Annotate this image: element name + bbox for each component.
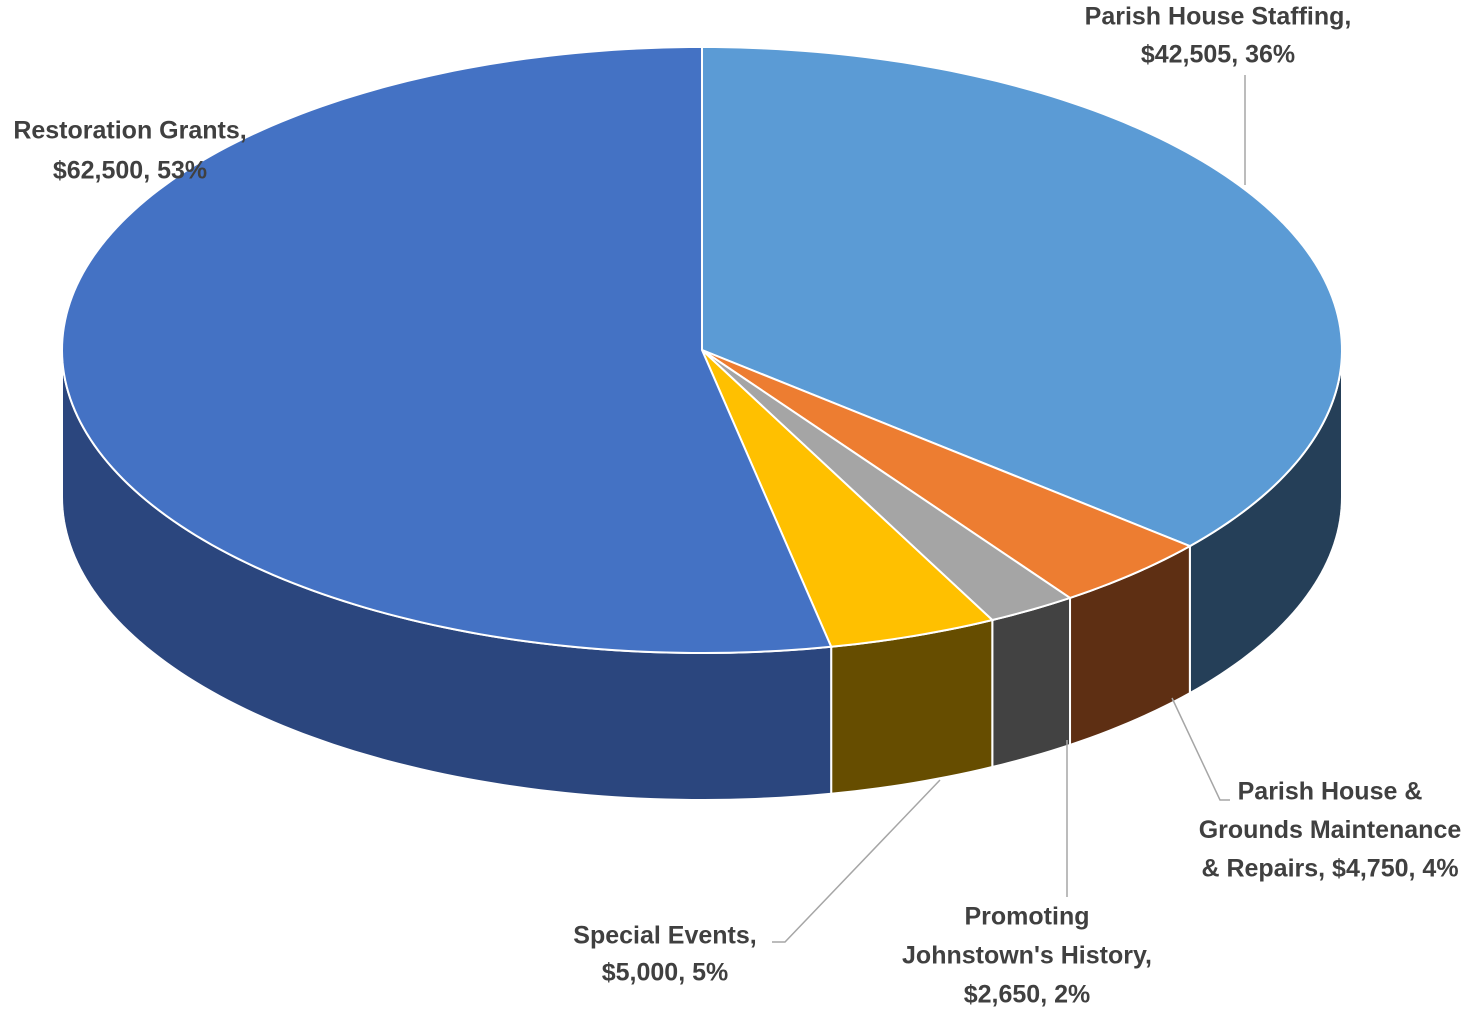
leader-line: [1171, 697, 1230, 801]
pie-slice: [701, 349, 995, 648]
pie-slice: [701, 349, 1193, 600]
pie-tops: [61, 45, 1343, 654]
data-label: Grounds Maintenance: [1199, 816, 1462, 844]
data-label: Parish House Staffing,: [1085, 3, 1352, 31]
data-label: $5,000, 5%: [602, 959, 729, 987]
pie-side: [991, 596, 1072, 769]
data-label: $2,650, 2%: [964, 981, 1091, 1009]
data-label: & Repairs, $4,750, 4%: [1201, 855, 1458, 883]
pie-slice: [701, 45, 1343, 548]
pie-sides: [61, 349, 1343, 801]
pie-side: [830, 618, 994, 795]
data-label: Promoting: [965, 903, 1090, 931]
data-labels: Parish House Staffing, $42,505, 36% Parish…: [13, 3, 1461, 1009]
data-label: Johnstown's History,: [902, 942, 1152, 970]
leader-line: [772, 779, 941, 943]
data-label: $62,500, 53%: [53, 157, 207, 185]
data-label: Special Events,: [573, 922, 756, 950]
data-label: Restoration Grants,: [13, 117, 246, 145]
pie-slice: [61, 45, 833, 654]
data-label: $42,505, 36%: [1141, 41, 1295, 69]
data-label: Parish House &: [1238, 778, 1423, 806]
pie-slice: [701, 349, 1073, 622]
